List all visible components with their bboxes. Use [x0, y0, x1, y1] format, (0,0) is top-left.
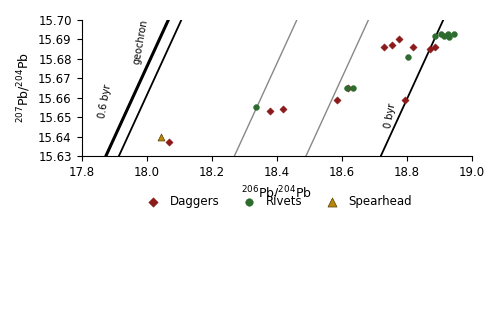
Daggers — [266, 109, 274, 114]
Daggers — [388, 43, 396, 48]
Text: 0 byr: 0 byr — [384, 102, 398, 129]
Text: 0.6 byr: 0.6 byr — [97, 84, 113, 119]
Rivets — [437, 31, 445, 36]
Rivets — [430, 33, 438, 38]
Rivets — [342, 85, 350, 91]
Spearhead — [157, 134, 165, 139]
Daggers — [333, 97, 341, 102]
Legend: Daggers, Rivets, Spearhead: Daggers, Rivets, Spearhead — [137, 190, 416, 212]
Daggers — [401, 97, 409, 102]
Rivets — [450, 31, 458, 36]
Text: geochron: geochron — [131, 18, 149, 65]
Rivets — [444, 31, 452, 36]
Daggers — [426, 47, 434, 52]
Y-axis label: $^{207}$Pb/$^{204}$Pb: $^{207}$Pb/$^{204}$Pb — [15, 52, 32, 124]
Daggers — [380, 44, 388, 50]
Rivets — [252, 105, 260, 110]
Rivets — [440, 33, 448, 38]
Daggers — [430, 44, 438, 50]
Daggers — [279, 107, 287, 112]
Daggers — [394, 37, 402, 42]
Rivets — [404, 54, 412, 60]
Rivets — [349, 85, 357, 91]
X-axis label: $^{206}$Pb/$^{204}$Pb: $^{206}$Pb/$^{204}$Pb — [242, 184, 312, 202]
Daggers — [410, 44, 418, 50]
Daggers — [166, 140, 173, 145]
Rivets — [445, 35, 453, 40]
Daggers — [344, 85, 352, 91]
